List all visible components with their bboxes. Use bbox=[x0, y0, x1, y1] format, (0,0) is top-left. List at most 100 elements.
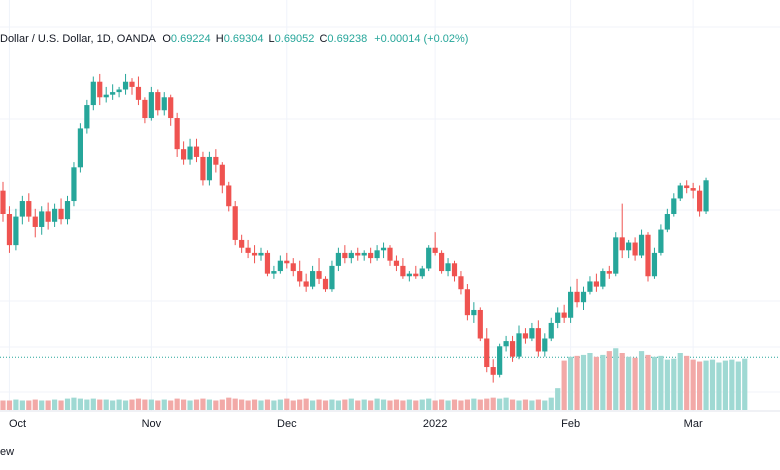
volume-bar bbox=[245, 400, 251, 410]
volume-bar bbox=[419, 399, 425, 410]
candle-body bbox=[490, 367, 496, 375]
volume-bar bbox=[226, 397, 232, 410]
close-value: 0.69238 bbox=[327, 33, 368, 45]
volume-bar bbox=[310, 400, 316, 410]
candle-body bbox=[458, 276, 464, 290]
volume-bar bbox=[303, 398, 309, 410]
candle-body bbox=[329, 265, 335, 290]
candle-body bbox=[290, 263, 296, 272]
volume-bar bbox=[548, 397, 554, 410]
time-axis-label: Dec bbox=[277, 418, 297, 430]
volume-bar bbox=[64, 398, 71, 410]
candle-body bbox=[64, 201, 71, 220]
candle-body bbox=[219, 164, 225, 186]
open-value: 0.69224 bbox=[170, 33, 211, 45]
candle-body bbox=[232, 206, 238, 240]
candle-body bbox=[142, 99, 148, 119]
volume-bar bbox=[213, 400, 219, 410]
candle-body bbox=[6, 214, 13, 246]
candle-body bbox=[497, 346, 503, 375]
volume-bar bbox=[39, 400, 45, 410]
candle-body bbox=[187, 146, 193, 160]
volume-bar bbox=[451, 399, 458, 410]
volume-bar bbox=[503, 397, 509, 410]
volume-bar bbox=[484, 398, 490, 410]
candle-body bbox=[116, 89, 122, 93]
volume-bar bbox=[71, 397, 77, 410]
volume-bar bbox=[651, 356, 658, 410]
volume-bar bbox=[709, 359, 716, 410]
open-label: O bbox=[162, 33, 171, 45]
candle-body bbox=[529, 328, 535, 339]
candle-body bbox=[245, 247, 251, 253]
volume-bar bbox=[335, 400, 341, 410]
candle-body bbox=[348, 252, 354, 259]
candle-body bbox=[445, 263, 451, 272]
volume-bar bbox=[116, 399, 122, 410]
candle-body bbox=[522, 333, 529, 339]
candle-body bbox=[26, 201, 32, 217]
candle-body bbox=[587, 281, 593, 292]
volume-bar bbox=[587, 353, 593, 410]
volume-bar bbox=[168, 400, 174, 410]
volume-bar bbox=[664, 359, 670, 410]
candle-body bbox=[568, 291, 574, 318]
candle-body bbox=[39, 211, 45, 227]
volume-bar bbox=[19, 400, 25, 410]
candle-body bbox=[45, 211, 51, 222]
volume-bar bbox=[0, 400, 6, 410]
volume-bar bbox=[135, 398, 142, 410]
volume-bars bbox=[0, 348, 748, 410]
volume-bar bbox=[58, 400, 64, 410]
volume-bar bbox=[735, 361, 741, 410]
candle-body bbox=[213, 156, 219, 165]
candle-body bbox=[316, 271, 322, 279]
candle-body bbox=[542, 338, 548, 352]
candle-body bbox=[632, 242, 638, 256]
volume-bar bbox=[593, 356, 599, 410]
candle-body bbox=[148, 92, 154, 119]
volume-bar bbox=[516, 400, 522, 410]
time-axis-label: 2022 bbox=[423, 418, 447, 430]
volume-bar bbox=[77, 398, 83, 410]
volume-bar bbox=[251, 399, 258, 410]
candle-body bbox=[464, 289, 470, 316]
volume-bar bbox=[716, 362, 722, 410]
volume-bar bbox=[329, 399, 335, 410]
candle-body bbox=[355, 252, 361, 256]
candle-body bbox=[393, 260, 400, 266]
volume-bar bbox=[6, 400, 13, 410]
candle-body bbox=[697, 190, 703, 212]
volume-bar bbox=[580, 354, 587, 410]
volume-bar bbox=[284, 398, 290, 410]
volume-bar bbox=[542, 400, 548, 410]
candle-body bbox=[368, 252, 374, 259]
volume-bar bbox=[393, 399, 400, 410]
volume-bar bbox=[361, 399, 367, 410]
volume-bar bbox=[632, 357, 638, 410]
candle-body bbox=[387, 247, 393, 261]
footer-partial-label[interactable]: ew bbox=[0, 446, 15, 458]
candle-body bbox=[684, 185, 690, 189]
candle-body bbox=[555, 312, 561, 323]
candles[interactable] bbox=[0, 73, 709, 383]
candle-body bbox=[19, 201, 25, 217]
candle-body bbox=[593, 281, 599, 287]
volume-bar bbox=[32, 399, 38, 410]
volume-bar bbox=[464, 399, 470, 410]
volume-bar bbox=[342, 399, 348, 410]
volume-bar bbox=[26, 400, 32, 410]
volume-bar bbox=[658, 355, 664, 410]
candle-body bbox=[419, 268, 425, 277]
volume-bar bbox=[84, 399, 90, 410]
volume-bar bbox=[684, 355, 690, 410]
candle-body bbox=[645, 234, 651, 277]
volume-bar bbox=[509, 399, 516, 410]
volume-bar bbox=[52, 399, 58, 410]
candle-body bbox=[155, 92, 161, 111]
candle-body bbox=[310, 271, 316, 287]
candle-body bbox=[71, 167, 77, 202]
candle-body bbox=[613, 237, 619, 274]
candle-body bbox=[426, 247, 432, 269]
